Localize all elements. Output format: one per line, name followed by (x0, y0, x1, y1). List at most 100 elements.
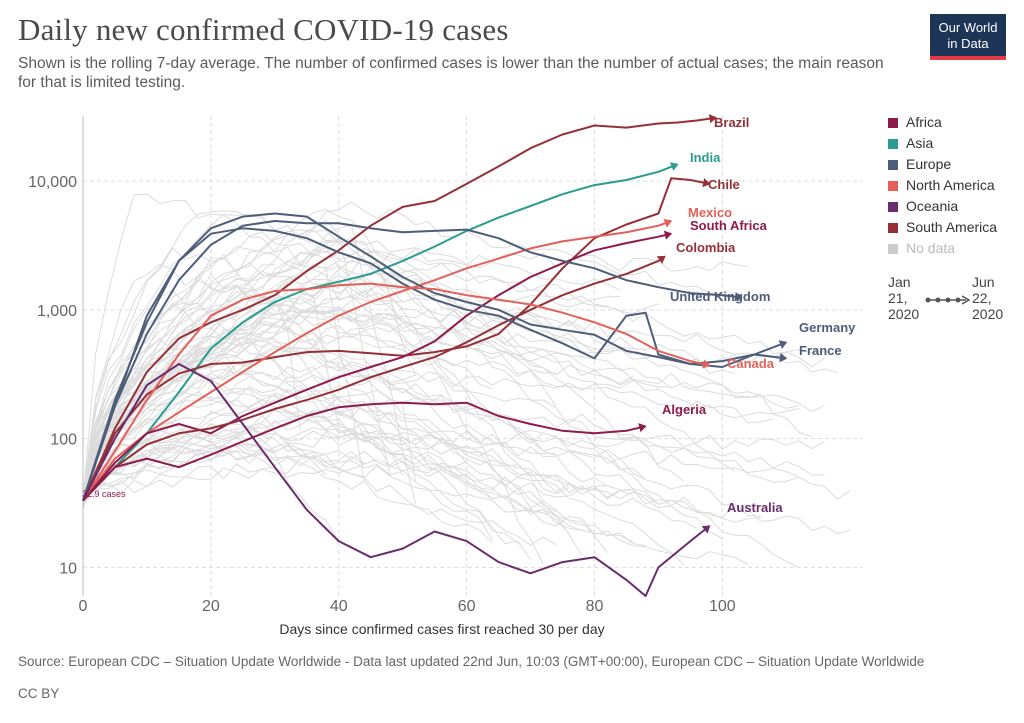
owid-logo[interactable]: Our World in Data (930, 14, 1006, 60)
legend-swatch (888, 138, 898, 149)
background-country-line (82, 437, 659, 505)
series-arrow (702, 178, 711, 188)
license-link[interactable]: CC BY (18, 686, 60, 701)
background-country-line (82, 308, 583, 501)
background-country-line (82, 372, 646, 547)
x-tick-label: 40 (330, 598, 348, 615)
series-label[interactable]: Chile (708, 177, 740, 192)
series-arrow (708, 114, 717, 124)
x-tick-label: 0 (79, 598, 88, 615)
legend-swatch (888, 117, 898, 128)
legend-label: Oceania (906, 198, 959, 214)
series-label[interactable]: Canada (727, 356, 775, 371)
series-line-united-kingdom[interactable] (82, 220, 742, 501)
legend-item[interactable]: Asia (888, 133, 997, 154)
logo-line-2: in Data (947, 36, 989, 51)
background-country-line (82, 327, 608, 554)
timeline-start[interactable]: Jan 21, 2020 (888, 274, 919, 322)
legend-item[interactable]: Africa (888, 112, 997, 133)
legend-label: North America (906, 177, 995, 193)
series-line-germany[interactable] (82, 212, 787, 501)
start-annotation: 32.9 cases (82, 489, 126, 499)
axis-ticks: 10 100 1,000 10,000 0 20 40 60 80 100 (28, 174, 736, 615)
series-line-australia[interactable] (82, 363, 711, 597)
series-arrow (779, 352, 788, 363)
background-country-line (82, 392, 314, 505)
background-country-line (82, 455, 365, 505)
legend-label: Europe (906, 156, 952, 172)
series-label[interactable]: Australia (727, 500, 783, 515)
series-line-brazil[interactable] (82, 116, 717, 502)
series-line-canada[interactable] (82, 282, 710, 502)
background-country-line (82, 427, 825, 509)
x-tick-label: 60 (458, 598, 476, 615)
series-line-france[interactable] (82, 227, 787, 501)
series-arrow (663, 218, 673, 228)
background-country-line (82, 401, 570, 507)
legend-item[interactable]: South America (888, 217, 997, 238)
legend-swatch (888, 159, 898, 170)
background-country-line (82, 310, 442, 496)
legend-label: No data (906, 240, 956, 256)
background-country-line (82, 313, 583, 556)
background-country-line (82, 303, 557, 512)
background-country-line (82, 245, 557, 503)
background-country-line (82, 320, 774, 508)
series-line-chile[interactable] (82, 177, 710, 502)
series-label[interactable]: Germany (799, 320, 856, 335)
legend-swatch (888, 180, 898, 191)
x-tick-label: 100 (709, 598, 736, 615)
series-line-mexico[interactable] (82, 220, 672, 502)
series-label[interactable]: France (799, 343, 842, 358)
series-arrow (701, 525, 711, 534)
series-arrow (663, 230, 673, 240)
background-country-line (82, 282, 659, 504)
series-label[interactable]: Colombia (676, 240, 736, 255)
legend-item[interactable]: Oceania (888, 196, 997, 217)
source-note: Source: European CDC – Situation Update … (18, 654, 925, 669)
timeline-end-year: 2020 (972, 306, 1004, 322)
grid-lines (82, 116, 863, 596)
series-label[interactable]: India (690, 150, 721, 165)
x-tick-label: 80 (586, 598, 604, 615)
series-label[interactable]: Mexico (688, 205, 732, 220)
background-country-line (82, 391, 761, 523)
legend-swatch (888, 201, 898, 212)
timeline-end[interactable]: Jun 22, 2020 (972, 274, 1003, 322)
chart-subtitle: Shown is the rolling 7-day average. The … (18, 55, 884, 91)
timeline-slider[interactable] (922, 290, 974, 310)
series-line-south-africa[interactable] (82, 232, 672, 502)
series-label[interactable]: United Kingdom (670, 289, 770, 304)
timeline-start-year: 2020 (888, 306, 920, 322)
background-country-line (82, 285, 493, 504)
background-country-line (82, 463, 365, 496)
legend-label: South America (906, 219, 998, 235)
y-tick-label: 1,000 (37, 303, 77, 320)
background-country-line (82, 340, 404, 505)
background-country-line (82, 441, 557, 546)
background-country-line (82, 229, 621, 506)
legend-item[interactable]: North America (888, 175, 997, 196)
background-country-line (82, 223, 416, 506)
background-country-line (82, 445, 467, 505)
series-line-algeria[interactable] (82, 401, 646, 502)
background-country-line (82, 338, 761, 517)
series-arrow (669, 162, 679, 171)
background-country-line (82, 361, 685, 566)
legend-item[interactable]: No data (888, 238, 997, 259)
background-country-line (82, 247, 633, 502)
series-label[interactable]: Brazil (714, 115, 749, 130)
legend-item[interactable]: Europe (888, 154, 997, 175)
y-tick-label: 10,000 (28, 174, 77, 191)
timeline-end-day: 22, (972, 290, 992, 306)
timeline-start-month: Jan (888, 274, 911, 290)
background-country-line (82, 387, 582, 532)
series-label[interactable]: Algeria (662, 402, 707, 417)
highlighted-series (82, 114, 788, 597)
series-label[interactable]: South Africa (690, 218, 768, 233)
series-line-colombia[interactable] (82, 255, 666, 502)
legend: Africa Asia Europe North America Oceania Sout… (888, 112, 997, 259)
background-country-line (82, 193, 800, 501)
legend-swatch (888, 243, 898, 254)
